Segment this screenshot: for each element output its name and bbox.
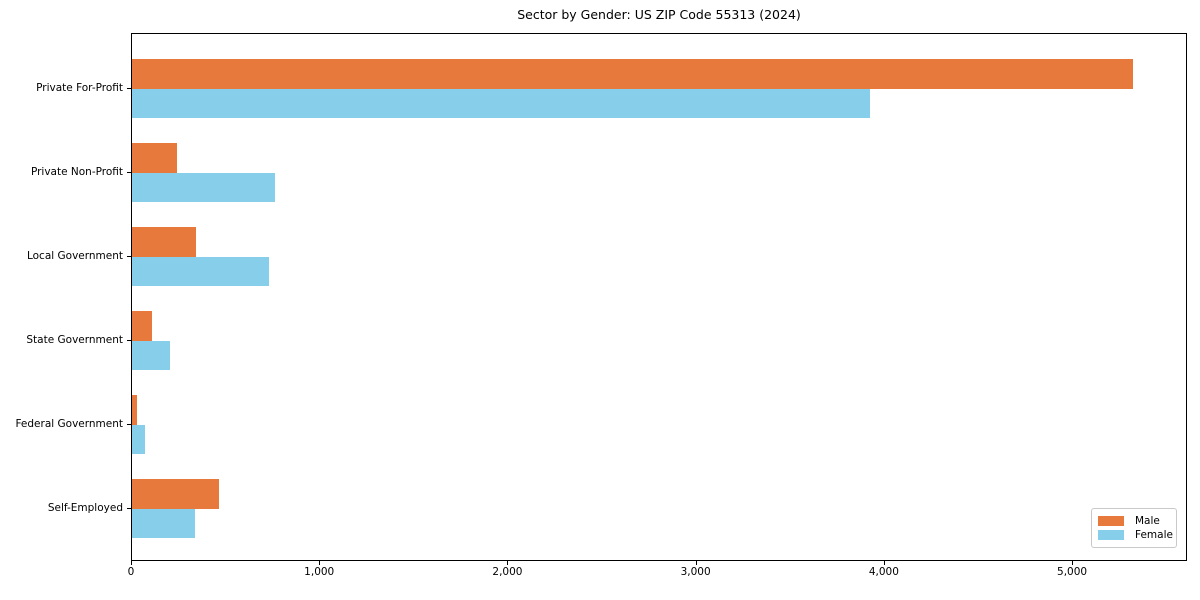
legend-item-female: Female (1098, 529, 1173, 542)
y-tick-mark (127, 340, 131, 341)
x-tick-mark (884, 561, 885, 565)
y-tick-label-4: Federal Government (15, 417, 123, 430)
legend-swatch-female (1098, 530, 1124, 541)
legend-swatch-male (1098, 515, 1124, 526)
y-tick-label-0: Private For-Profit (36, 81, 123, 94)
plot-area (131, 33, 1187, 561)
legend-item-male: Male (1098, 515, 1170, 527)
chart-title: Sector by Gender: US ZIP Code 55313 (202… (517, 7, 801, 22)
x-tick-mark (507, 561, 508, 565)
x-tick-label-1: 1,000 (304, 566, 335, 578)
bar-male-0 (132, 59, 1134, 89)
y-tick-mark (127, 88, 131, 89)
bar-female-3 (132, 340, 170, 371)
y-tick-mark (127, 256, 131, 257)
x-tick-label-4: 4,000 (868, 566, 899, 578)
x-tick-label-3: 3,000 (680, 566, 711, 578)
y-tick-mark (127, 424, 131, 425)
bar-male-5 (132, 479, 219, 509)
bar-male-1 (132, 143, 178, 173)
y-tick-mark (127, 172, 131, 173)
bar-male-3 (132, 311, 152, 341)
x-tick-label-0: 0 (127, 566, 135, 578)
legend-label-male: Male (1135, 514, 1160, 527)
x-tick-label-5: 5,000 (1057, 566, 1088, 578)
legend: Male Female (1091, 508, 1177, 548)
bar-female-1 (132, 172, 276, 203)
bar-male-4 (132, 395, 138, 425)
bar-female-5 (132, 508, 196, 539)
bar-female-2 (132, 256, 270, 287)
x-tick-mark (131, 561, 132, 565)
y-tick-label-2: Local Government (26, 249, 123, 262)
bar-male-2 (132, 227, 196, 257)
legend-label-female: Female (1135, 529, 1173, 542)
x-tick-label-2: 2,000 (492, 566, 523, 578)
y-tick-mark (127, 508, 131, 509)
x-tick-mark (1072, 561, 1073, 565)
x-tick-mark (319, 561, 320, 565)
x-tick-mark (696, 561, 697, 565)
y-tick-label-1: Private Non-Profit (30, 165, 123, 178)
bar-female-0 (132, 88, 870, 119)
y-tick-label-3: State Government (26, 333, 123, 346)
bar-female-4 (132, 424, 146, 455)
y-tick-label-5: Self-Employed (47, 501, 123, 514)
